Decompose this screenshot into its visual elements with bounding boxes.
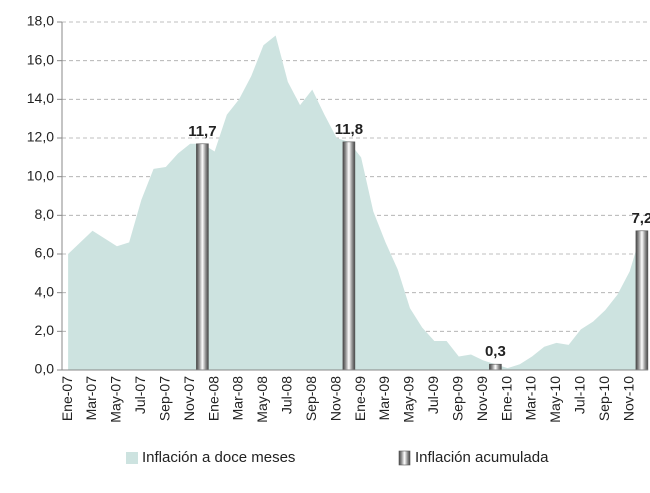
x-tick-label: Mar-08 [230, 376, 246, 421]
x-tick-label: Nov-07 [181, 376, 197, 421]
y-tick-label: 18,0 [27, 13, 54, 29]
x-tick-label: Sep-10 [596, 376, 612, 421]
y-tick-label: 0,0 [35, 361, 55, 377]
x-tick-label: Jul-09 [425, 376, 441, 414]
y-tick-label: 12,0 [27, 129, 54, 145]
x-tick-label: Mar-10 [523, 376, 539, 421]
x-tick-label: Jul-08 [279, 376, 295, 414]
x-tick-label: Nov-10 [620, 376, 636, 421]
legend-label: Inflación acumulada [415, 449, 549, 466]
x-tick-label: May-07 [108, 376, 124, 423]
y-tick-label: 4,0 [35, 283, 55, 299]
bar [635, 230, 649, 371]
bar [342, 141, 356, 371]
legend-swatch [126, 452, 138, 464]
value-label: 11,8 [335, 121, 363, 138]
legend-swatch [398, 450, 411, 466]
x-tick-label: Sep-07 [156, 376, 172, 421]
value-label: 11,7 [188, 123, 216, 140]
y-tick-label: 10,0 [27, 167, 54, 183]
x-tick-label: Ene-10 [498, 376, 514, 421]
x-tick-label: May-08 [254, 376, 270, 423]
x-tick-label: May-10 [547, 376, 563, 423]
y-tick-label: 16,0 [27, 51, 54, 67]
x-tick-label: Ene-09 [352, 376, 368, 421]
x-tick-label: Ene-07 [59, 376, 75, 421]
bar [489, 363, 502, 371]
bar [196, 143, 209, 371]
y-tick-label: 8,0 [35, 206, 55, 222]
x-tick-label: May-09 [401, 376, 417, 423]
x-tick-label: Jul-07 [132, 376, 148, 414]
x-tick-label: Sep-08 [303, 376, 319, 421]
x-tick-label: Jul-10 [572, 376, 588, 414]
value-label: 7,2 [631, 210, 650, 227]
x-tick-label: Nov-08 [327, 376, 343, 421]
y-tick-label: 14,0 [27, 90, 54, 106]
x-tick-label: Mar-07 [83, 376, 99, 421]
legend-label: Inflación a doce meses [142, 449, 295, 466]
y-tick-label: 2,0 [35, 322, 55, 338]
x-tick-label: Sep-09 [449, 376, 465, 421]
x-tick-label: Nov-09 [474, 376, 490, 421]
x-tick-label: Mar-09 [376, 376, 392, 421]
y-tick-label: 6,0 [35, 245, 55, 261]
x-tick-label: Ene-08 [205, 376, 221, 421]
value-label: 0,3 [485, 343, 506, 360]
